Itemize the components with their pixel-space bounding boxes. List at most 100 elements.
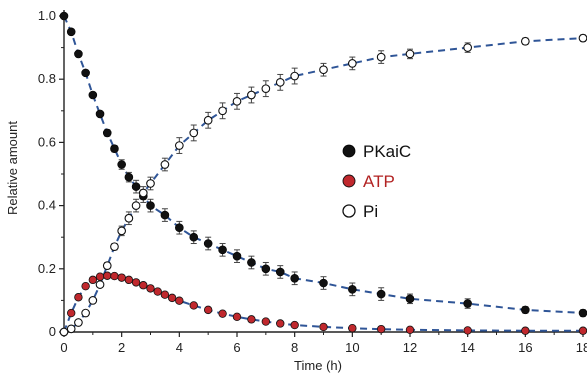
pi-point: [66, 324, 76, 334]
pi-point: [138, 188, 148, 198]
x-tick-label: 10: [345, 340, 359, 355]
atp-point: [175, 296, 184, 305]
atp-point: [290, 320, 299, 330]
pi-point: [95, 280, 105, 289]
pi-point: [110, 242, 119, 252]
atp-point: [218, 309, 227, 318]
pkaic-point: [261, 264, 271, 274]
pkaic-point: [348, 285, 357, 294]
pi-point: [232, 96, 242, 106]
legend-marker-atp: [342, 174, 356, 188]
y-tick-label: 0.2: [38, 261, 56, 276]
pi-point: [520, 36, 530, 46]
atp-point: [74, 293, 83, 302]
pkaic-point: [102, 128, 112, 138]
pkaic-point: [131, 182, 141, 191]
atp-point: [139, 281, 148, 290]
pi-point: [376, 52, 386, 62]
pi-point: [81, 308, 90, 318]
pi-point: [275, 78, 285, 87]
pi-point: [290, 71, 300, 81]
atp-point: [376, 324, 386, 334]
x-tick-label: 12: [403, 340, 417, 355]
atp-point: [110, 271, 119, 281]
pkaic-point: [247, 258, 256, 267]
pkaic-point: [66, 27, 76, 37]
pkaic-point: [463, 299, 472, 308]
atp-point: [153, 287, 162, 296]
atp-point: [203, 305, 213, 315]
pkaic-point: [290, 273, 299, 283]
pkaic-point: [232, 251, 242, 261]
y-tick-label: 1.0: [38, 8, 56, 23]
pkaic-point: [74, 49, 83, 59]
legend-label-atp: ATP: [363, 172, 395, 191]
x-tick-label: 16: [518, 340, 532, 355]
legend-marker-pkaic: [342, 144, 356, 158]
pkaic-point: [81, 68, 90, 78]
pkaic-point: [110, 144, 119, 154]
pi-fit-curve: [63, 37, 584, 333]
y-tick-label: 0: [49, 324, 56, 339]
atp-point: [103, 271, 112, 280]
atp-point: [189, 301, 198, 310]
pi-point: [117, 226, 127, 236]
pkaic-point: [95, 109, 105, 119]
atp-point: [247, 315, 256, 324]
pi-point: [131, 201, 141, 210]
x-axis-label: Time (h): [294, 358, 342, 373]
pkaic-point: [124, 172, 134, 182]
x-tick-label: 8: [291, 340, 298, 355]
pi-point: [218, 106, 227, 116]
y-axis-label: Relative amount: [5, 121, 20, 215]
pi-point: [261, 84, 271, 94]
pkaic-point: [117, 160, 126, 169]
pi-point: [463, 43, 473, 52]
atp-point: [405, 325, 415, 334]
pkaic-point: [319, 278, 328, 288]
pi-point: [59, 327, 69, 337]
pkaic-point: [59, 11, 69, 21]
pi-point: [578, 33, 587, 43]
pkaic-point: [521, 305, 530, 315]
pkaic-point: [275, 267, 285, 277]
pi-point: [405, 49, 415, 59]
atp-point: [160, 290, 170, 299]
atp-point: [348, 324, 357, 333]
x-tick-label: 18: [576, 340, 587, 355]
y-tick-label: 0.8: [38, 71, 56, 86]
pi-point: [347, 59, 357, 68]
pkaic-point: [218, 245, 227, 255]
pkaic-point: [160, 210, 170, 220]
legend-label-pi: Pi: [363, 202, 378, 221]
atp-point: [146, 284, 155, 293]
atp-point: [117, 273, 126, 282]
pi-point: [189, 128, 199, 138]
atp-point: [124, 275, 134, 285]
pkaic-point: [175, 223, 184, 233]
pi-point: [203, 115, 213, 125]
pi-point: [319, 65, 328, 75]
pi-point: [174, 141, 184, 150]
axes: 0 2 4 6 8 10 12 14 16 18 0 0.2 0.4 0.6 0.8 1.0: [38, 8, 587, 355]
atp-point: [261, 317, 271, 326]
atp-point: [463, 326, 472, 335]
pkaic-point: [88, 90, 98, 100]
pkaic-point: [578, 308, 587, 318]
x-tick-label: 2: [118, 340, 125, 355]
legend-marker-pi: [342, 204, 356, 218]
pi-point: [102, 261, 112, 270]
legend-label-pkaic: PKaiC: [363, 142, 411, 161]
data-points: [59, 11, 587, 337]
atp-point: [232, 312, 242, 322]
x-tick-label: 14: [460, 340, 474, 355]
atp-point: [319, 322, 328, 332]
legend: PKaiC ATP Pi: [342, 142, 411, 221]
pi-point: [74, 318, 83, 327]
y-tick-label: 0.4: [38, 198, 56, 213]
y-tick-label: 0.6: [38, 134, 56, 149]
x-tick-label: 0: [60, 340, 67, 355]
pi-point: [146, 179, 155, 188]
error-bars: [104, 34, 586, 317]
